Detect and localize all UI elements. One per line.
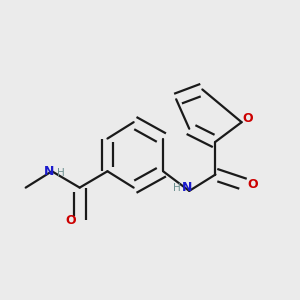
Text: O: O <box>242 112 253 125</box>
Text: H: H <box>173 183 181 193</box>
Text: O: O <box>248 178 258 191</box>
Text: O: O <box>65 214 76 227</box>
Text: N: N <box>182 181 192 194</box>
Text: N: N <box>44 165 54 178</box>
Text: H: H <box>57 168 65 178</box>
